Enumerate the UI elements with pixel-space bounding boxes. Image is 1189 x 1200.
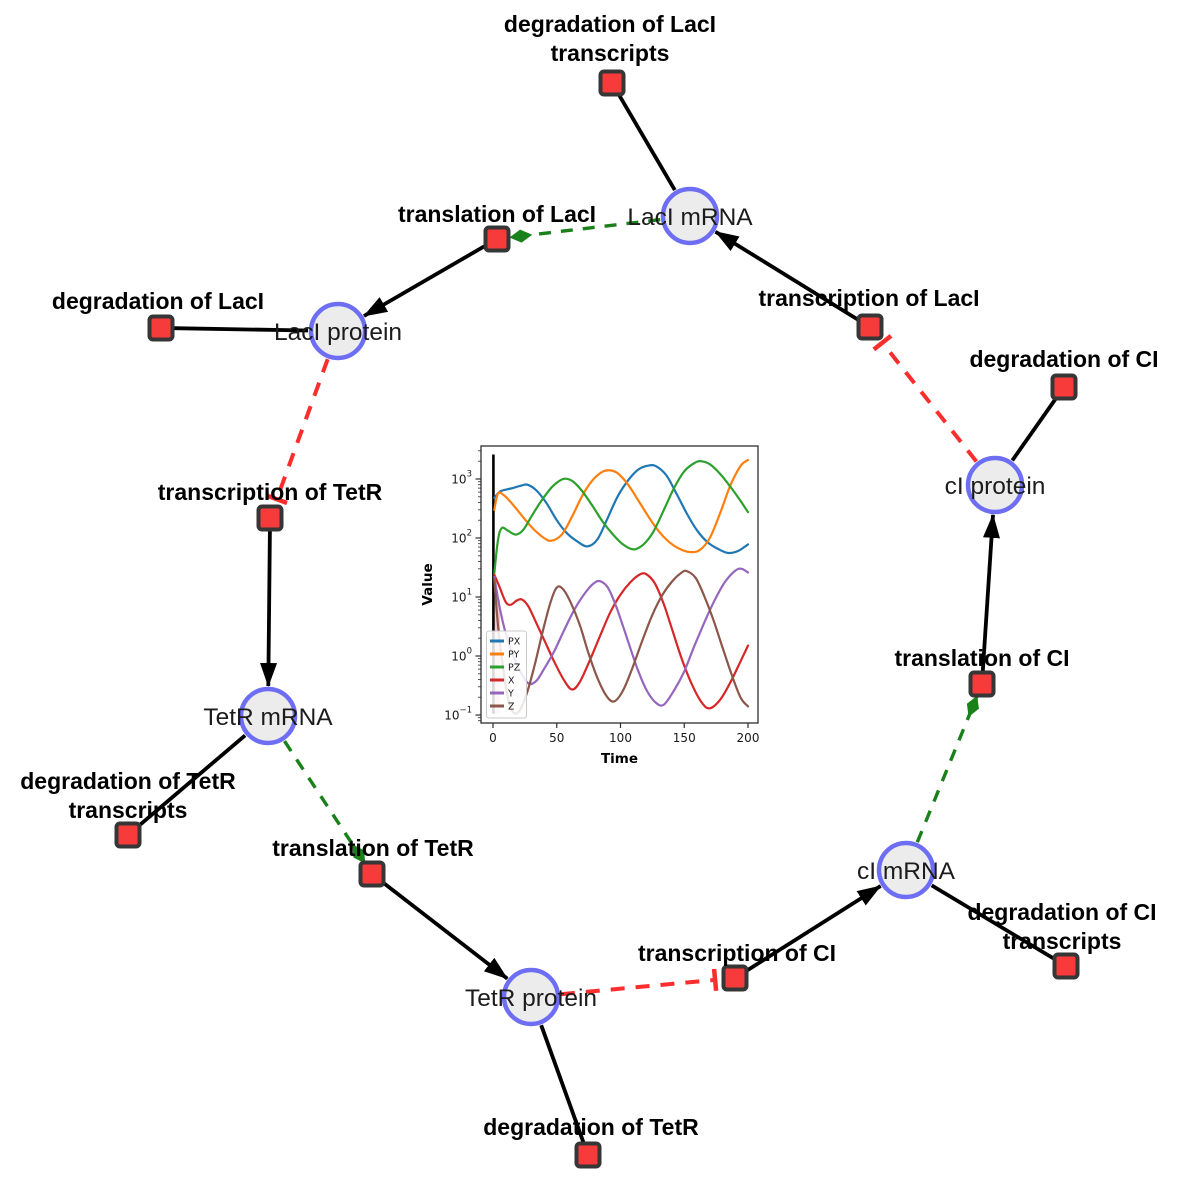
edge-transcription-laci-laci-mrna-production	[714, 230, 860, 322]
species-label-tetr-mrna: TetR mRNA	[203, 704, 333, 731]
reaction-node-translation-ci[interactable]	[968, 670, 996, 698]
legend-label-X: X	[508, 676, 515, 687]
reaction-node-degradation-ci[interactable]	[1050, 373, 1078, 401]
reaction-label-degradation-ci-transcripts: degradation of CI	[967, 899, 1156, 925]
reaction-label-degradation-tetr: degradation of TetR	[483, 1114, 699, 1140]
labels-layer: LacI mRNA LacI protein TetR mRNA TetR prote…	[20, 11, 1158, 1140]
nodes-layer	[114, 69, 1080, 1169]
y-axis-label: Value	[420, 563, 436, 605]
edges-layer	[136, 93, 1059, 1144]
species-label-ci-mrna: cI mRNA	[857, 858, 956, 885]
reaction-label-degradation-tetr-transcripts: degradation of TetR	[20, 768, 236, 794]
edge-translation-laci-laci-protein-production	[363, 243, 487, 318]
reaction-label-translation-laci: translation of LacI	[398, 201, 596, 227]
edge-laci-mrna-degradation-laci-transcripts-consumption	[616, 93, 677, 192]
edge-ci-mrna-translation-ci-modifier	[915, 695, 979, 843]
species-label-laci-protein: LacI protein	[274, 319, 402, 346]
species-node-tetr-protein[interactable]	[501, 967, 561, 1027]
reaction-node-degradation-tetr[interactable]	[574, 1141, 602, 1169]
reaction-label-transcription-tetr: transcription of TetR	[158, 479, 383, 505]
x-tick-label: 0	[489, 731, 497, 745]
edge-ci-protein-degradation-ci-consumption	[1010, 396, 1059, 462]
reaction-node-degradation-tetr-transcripts[interactable]	[114, 821, 142, 849]
reaction-label-degradation-laci-transcripts: degradation of LacI	[504, 11, 716, 37]
reaction-label-translation-tetr: translation of TetR	[272, 835, 474, 861]
reaction-node-translation-laci[interactable]	[483, 225, 511, 253]
edge-laci-mrna-translation-laci-modifier	[509, 217, 661, 243]
reaction-label-degradation-ci: degradation of CI	[969, 346, 1158, 372]
axes-box	[480, 445, 759, 724]
reaction-node-transcription-tetr[interactable]	[256, 504, 284, 532]
edge-ci-mrna-degradation-ci-transcripts-consumption	[930, 883, 1056, 961]
reaction-node-degradation-ci-transcripts[interactable]	[1052, 952, 1080, 980]
reaction-node-translation-tetr[interactable]	[358, 860, 386, 888]
edge-tetr-protein-degradation-tetr-consumption	[539, 1024, 586, 1144]
x-tick-label: 150	[673, 731, 696, 745]
reaction-label-degradation-tetr-transcripts-line2: transcripts	[69, 797, 188, 823]
reaction-node-transcription-ci[interactable]	[721, 964, 749, 992]
edge-transcription-tetr-tetr-mrna-production	[260, 530, 278, 687]
species-node-laci-protein[interactable]	[308, 301, 368, 361]
reaction-label-degradation-laci: degradation of LacI	[52, 288, 264, 314]
series-PX	[493, 464, 750, 555]
edge-ci-protein-transcription-laci-inhibition	[872, 334, 978, 463]
x-tick-label: 200	[737, 731, 760, 745]
edge-laci-protein-degradation-laci-consumption	[173, 326, 309, 333]
series-PZ	[493, 460, 750, 575]
species-node-ci-mrna[interactable]	[876, 840, 936, 900]
edge-tetr-mrna-degradation-tetr-transcripts-consumption	[136, 733, 247, 829]
legend-label-PY: PY	[508, 650, 520, 661]
legend-label-Z: Z	[508, 702, 515, 713]
species-node-laci-mrna[interactable]	[660, 186, 720, 246]
reaction-label-translation-ci: translation of CI	[894, 645, 1069, 671]
chart-legend: PX PY PZ XYZ	[486, 630, 527, 719]
species-node-ci-protein[interactable]	[965, 455, 1025, 515]
edge-tetr-protein-transcription-ci-inhibition	[560, 968, 719, 997]
reaction-node-degradation-laci-transcripts[interactable]	[598, 69, 626, 97]
legend-label-Y: Y	[507, 689, 514, 700]
reaction-label-transcription-laci: transcription of LacI	[758, 285, 979, 311]
edge-translation-ci-ci-protein-production	[980, 513, 1000, 672]
x-tick-label: 50	[549, 731, 564, 745]
reaction-node-transcription-laci[interactable]	[856, 313, 884, 341]
reaction-label-transcription-ci: transcription of CI	[638, 940, 836, 966]
legend-label-PZ: PZ	[508, 663, 521, 674]
species-node-tetr-mrna[interactable]	[238, 686, 298, 746]
reaction-label-degradation-laci-transcripts-line2: transcripts	[551, 40, 670, 66]
chart-background	[419, 434, 776, 801]
x-tick-label: 100	[609, 731, 632, 745]
edge-translation-tetr-tetr-protein-production	[381, 880, 509, 981]
reaction-label-degradation-ci-transcripts-line2: transcripts	[1003, 928, 1122, 954]
species-label-tetr-protein: TetR protein	[465, 985, 597, 1012]
series-PY	[493, 458, 750, 554]
species-label-ci-protein: cI protein	[945, 473, 1046, 500]
edge-transcription-ci-ci-mrna-production	[744, 884, 882, 973]
series-X	[493, 572, 750, 710]
inset-chart: 0 50 100 150 20010310210110010−1TimeValuePXP…	[419, 434, 776, 801]
species-label-laci-mrna: LacI mRNA	[627, 204, 753, 231]
x-axis-label: Time	[601, 751, 638, 767]
reaction-node-degradation-laci[interactable]	[147, 314, 175, 342]
legend-label-PX: PX	[508, 637, 521, 648]
edge-tetr-mrna-translation-tetr-modifier	[283, 740, 366, 864]
